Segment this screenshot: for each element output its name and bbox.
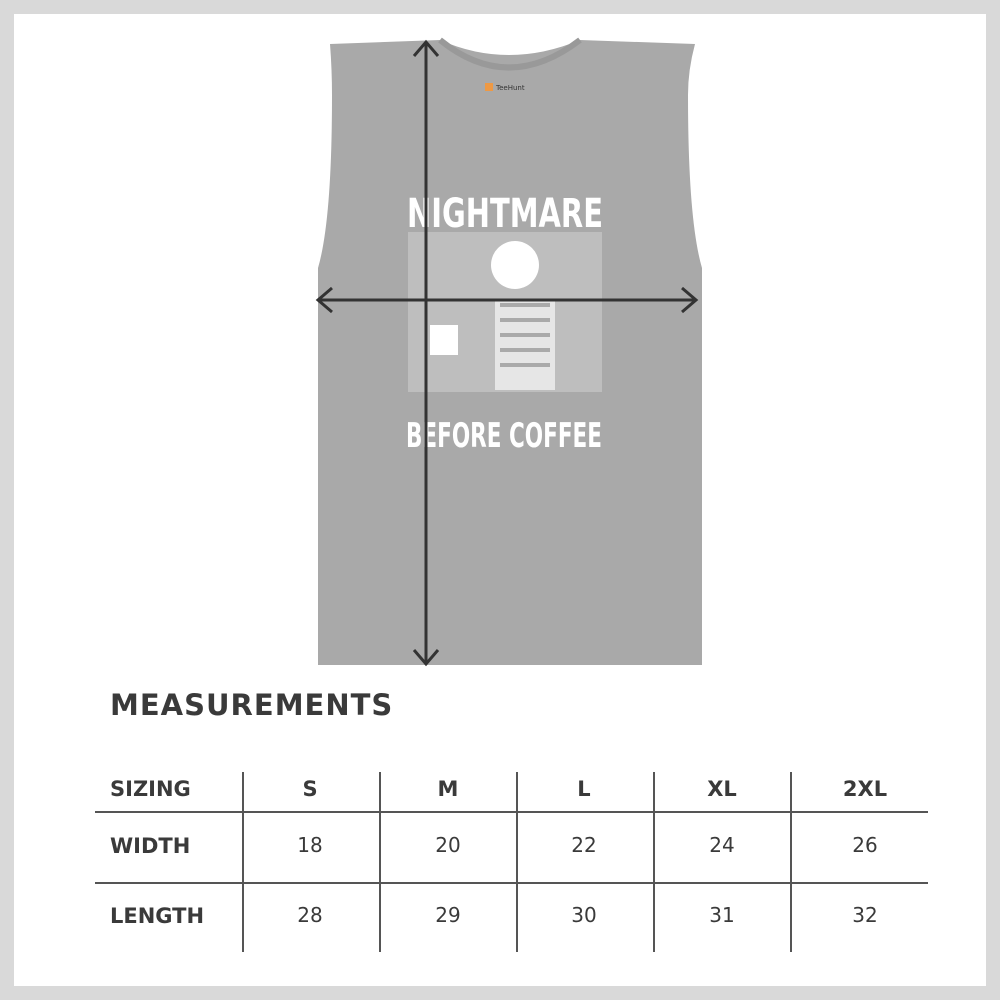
design-text-top: NIGHTMARE [407, 191, 603, 237]
design-text-bottom: BEFORE COFFEE [406, 416, 602, 456]
table-cell: 28 [297, 903, 323, 927]
row-label-length: LENGTH [110, 904, 205, 928]
table-cell: 22 [571, 833, 597, 857]
neck-label: TeeHunt [485, 83, 525, 92]
table-cell: 26 [852, 833, 878, 857]
table-divider [653, 772, 655, 952]
table-cell: 29 [435, 903, 461, 927]
table-cell: 30 [571, 903, 597, 927]
table-divider [242, 772, 244, 952]
length-arrow [412, 39, 440, 667]
table-cell: 20 [435, 833, 461, 857]
header-size: M [437, 777, 459, 801]
header-sizing: SIZING [110, 777, 191, 801]
table-divider [379, 772, 381, 952]
measurements-title: MEASUREMENTS [110, 688, 394, 722]
table-divider [516, 772, 518, 952]
table-divider [95, 811, 928, 813]
table-cell: 18 [297, 833, 323, 857]
table-cell: 24 [709, 833, 735, 857]
width-arrow [315, 286, 699, 314]
table-divider [790, 772, 792, 952]
graphic-print: NIGHTMARE BEFORE COFFEE [406, 191, 603, 456]
collar [438, 37, 582, 71]
header-size: XL [707, 777, 737, 801]
table-cell: 31 [709, 903, 735, 927]
table-divider [95, 882, 928, 884]
table-cell: 32 [852, 903, 878, 927]
svg-text:TeeHunt: TeeHunt [495, 84, 525, 92]
row-label-width: WIDTH [110, 834, 191, 858]
header-size: S [302, 777, 318, 801]
tank-top-image: TeeHunt NIGHTMARE BEFORE COFFEE [315, 37, 702, 667]
header-size: 2XL [842, 777, 888, 801]
header-size: L [577, 777, 591, 801]
